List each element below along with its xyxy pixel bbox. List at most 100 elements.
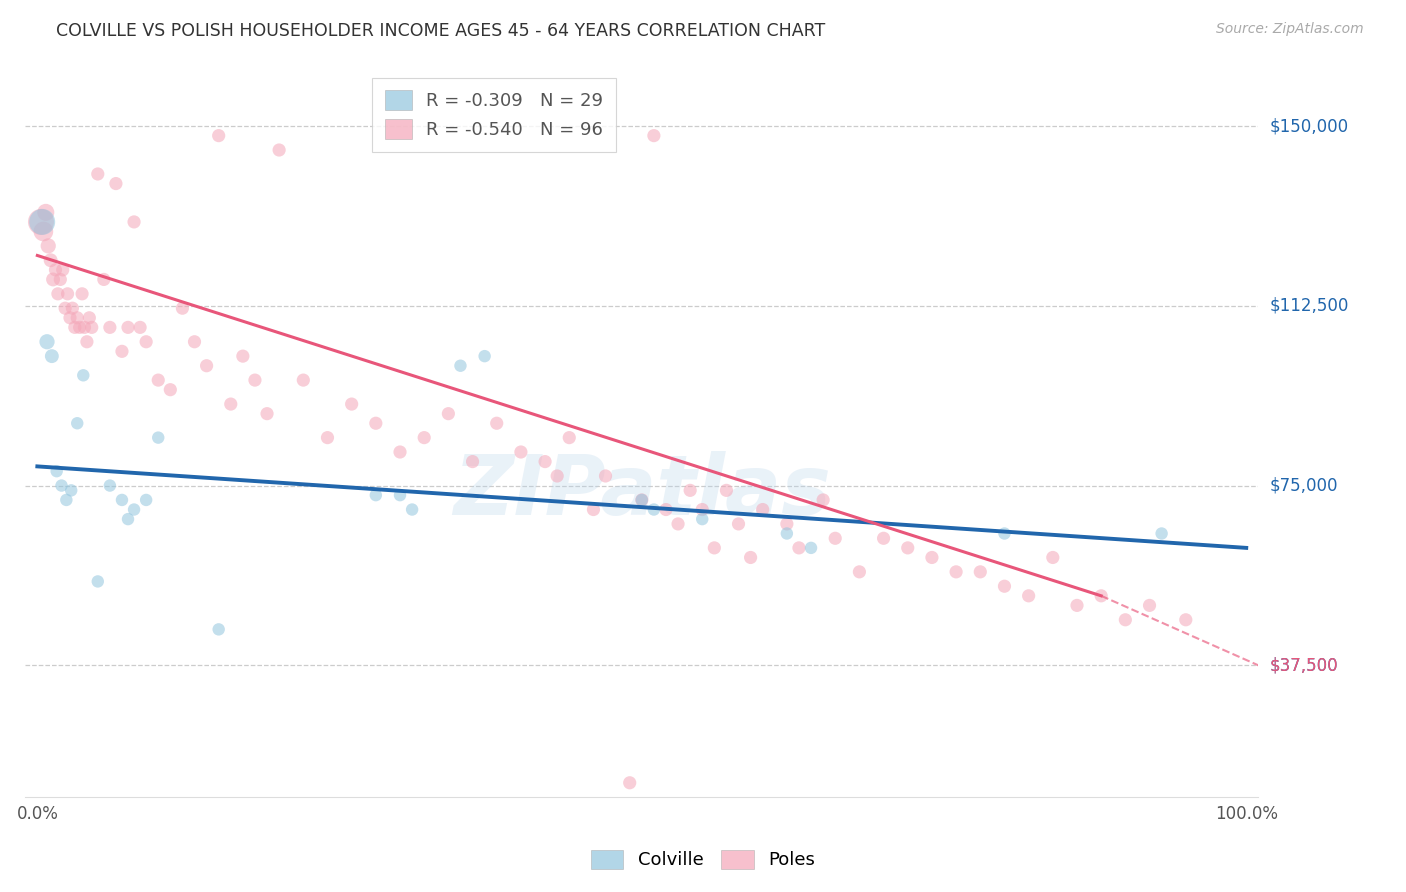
Point: [776, 516, 799, 531]
Point: [49, 272, 72, 286]
Point: [437, 407, 460, 421]
Point: [104, 177, 127, 191]
Point: [534, 454, 557, 468]
Point: [148, 373, 170, 387]
Point: [35, 334, 58, 349]
Point: [269, 143, 291, 157]
Text: $75,000: $75,000: [1270, 476, 1339, 494]
Point: [848, 565, 870, 579]
Point: [66, 416, 89, 430]
Point: [993, 579, 1015, 593]
Point: [52, 263, 75, 277]
Point: [776, 526, 799, 541]
Text: $37,500: $37,500: [1270, 657, 1339, 674]
Point: [93, 272, 115, 286]
Point: [87, 167, 110, 181]
Point: [401, 502, 423, 516]
Point: [63, 320, 86, 334]
Point: [208, 128, 231, 143]
Point: [292, 373, 315, 387]
Point: [39, 253, 62, 268]
Point: [716, 483, 738, 498]
Point: [111, 344, 134, 359]
Point: [666, 516, 689, 531]
Point: [87, 574, 110, 589]
Point: [35, 205, 58, 219]
Point: [1090, 589, 1112, 603]
Point: [316, 431, 339, 445]
Point: [364, 416, 387, 430]
Point: [993, 526, 1015, 541]
Point: [546, 469, 568, 483]
Point: [232, 349, 254, 363]
Point: [340, 397, 363, 411]
Text: $112,500: $112,500: [1270, 297, 1348, 315]
Point: [46, 286, 69, 301]
Point: [824, 531, 846, 545]
Text: Source: ZipAtlas.com: Source: ZipAtlas.com: [1216, 22, 1364, 37]
Text: $150,000: $150,000: [1270, 117, 1348, 135]
Point: [122, 215, 145, 229]
Point: [98, 320, 121, 334]
Legend: Colville, Poles: Colville, Poles: [582, 841, 824, 879]
Point: [76, 334, 98, 349]
Point: [79, 310, 101, 325]
Point: [449, 359, 471, 373]
Point: [208, 623, 231, 637]
Point: [66, 310, 89, 325]
Point: [60, 301, 83, 316]
Point: [80, 320, 103, 334]
Point: [30, 215, 52, 229]
Point: [872, 531, 894, 545]
Point: [59, 310, 82, 325]
Point: [135, 492, 157, 507]
Point: [643, 502, 665, 516]
Point: [1139, 599, 1161, 613]
Point: [800, 541, 823, 555]
Point: [111, 492, 134, 507]
Point: [55, 492, 77, 507]
Point: [37, 239, 59, 253]
Legend: R = -0.309   N = 29, R = -0.540   N = 96: R = -0.309 N = 29, R = -0.540 N = 96: [373, 78, 616, 152]
Point: [921, 550, 943, 565]
Point: [461, 454, 484, 468]
Point: [389, 445, 412, 459]
Point: [690, 502, 713, 516]
Point: [389, 488, 412, 502]
Point: [135, 334, 157, 349]
Point: [727, 516, 749, 531]
Point: [485, 416, 508, 430]
Point: [73, 320, 96, 334]
Point: [751, 502, 773, 516]
Point: [129, 320, 152, 334]
Point: [945, 565, 967, 579]
Point: [509, 445, 531, 459]
Point: [70, 286, 93, 301]
Point: [630, 492, 652, 507]
Point: [811, 492, 834, 507]
Point: [98, 478, 121, 492]
Point: [364, 488, 387, 502]
Point: [1174, 613, 1197, 627]
Point: [117, 320, 139, 334]
Point: [51, 478, 73, 492]
Point: [897, 541, 920, 555]
Point: [703, 541, 725, 555]
Point: [172, 301, 194, 316]
Point: [595, 469, 617, 483]
Point: [32, 225, 55, 239]
Point: [31, 215, 53, 229]
Point: [44, 263, 66, 277]
Point: [740, 550, 762, 565]
Point: [69, 320, 91, 334]
Point: [195, 359, 218, 373]
Point: [969, 565, 991, 579]
Point: [1018, 589, 1040, 603]
Point: [159, 383, 181, 397]
Point: [787, 541, 810, 555]
Point: [619, 776, 641, 790]
Point: [243, 373, 266, 387]
Point: [655, 502, 678, 516]
Point: [183, 334, 205, 349]
Point: [582, 502, 605, 516]
